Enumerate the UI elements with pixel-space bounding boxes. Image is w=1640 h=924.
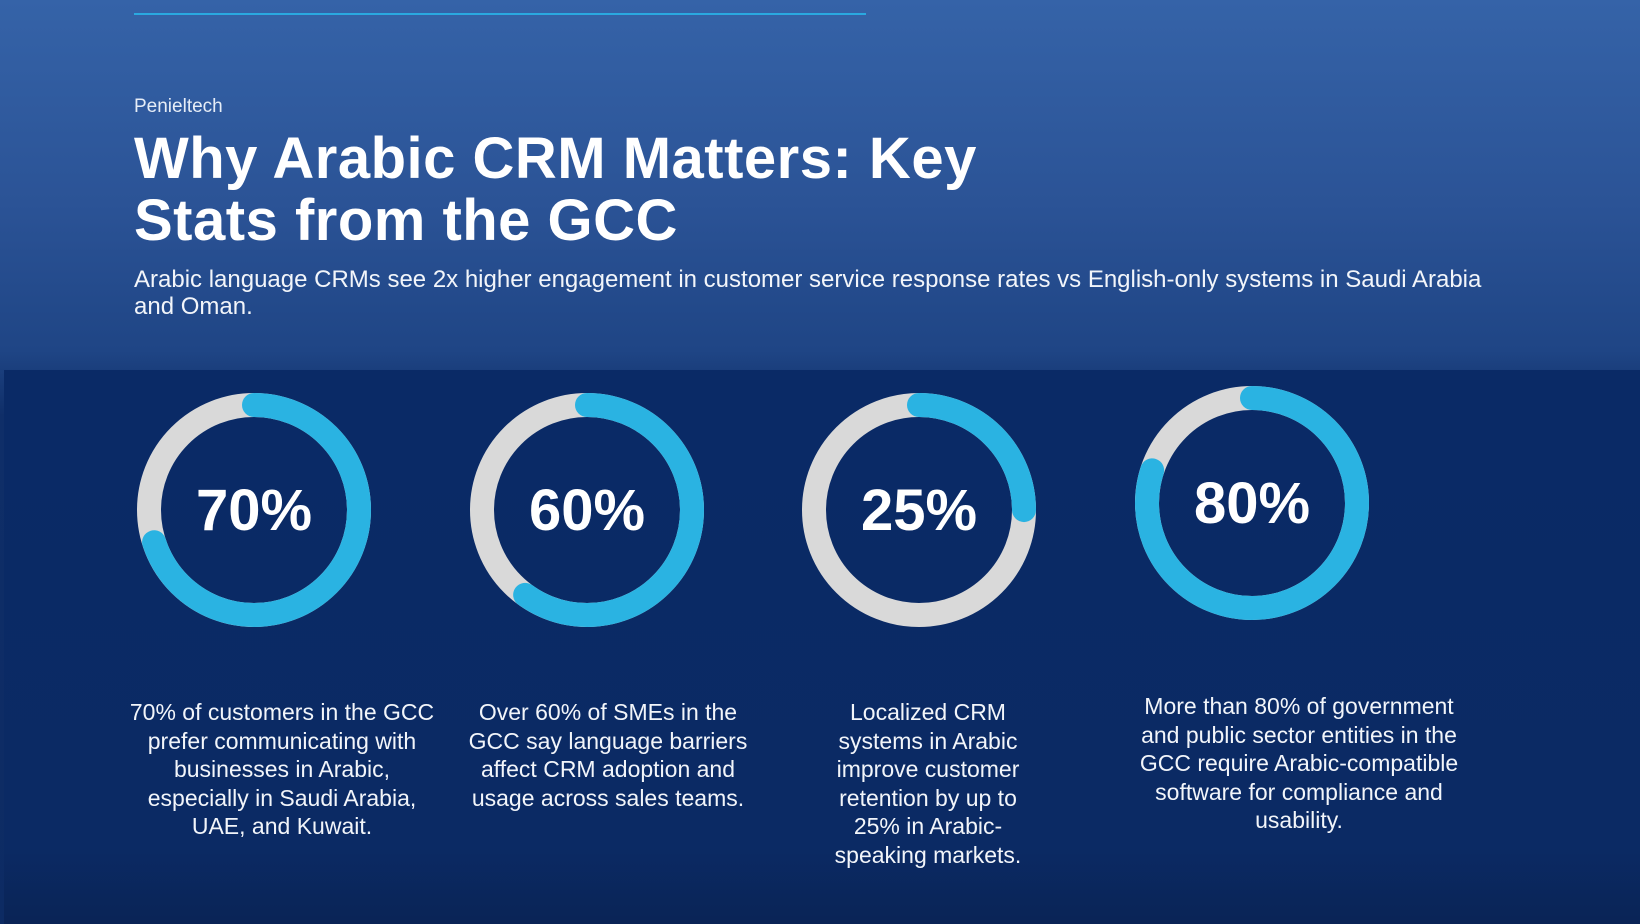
gauge-2: 60% [470,393,704,627]
gauge-1-arc [137,393,371,627]
stat-4-description: More than 80% of government and public s… [1139,693,1459,833]
stat-3-description: Localized CRM systems in Arabic improve … [834,699,1022,868]
gauge-2-arc [470,393,704,627]
gauge-1: 70% [137,393,371,627]
gauge-3-ring [802,393,1036,627]
gauge-1-value: 70% [195,477,313,543]
top-accent-rule [134,13,866,15]
gauge-1-ring [137,393,371,627]
gauge-3: 25% [802,393,1036,627]
gauge-2-value: 60% [528,477,646,543]
stat-2-description: Over 60% of SMEs in the GCC say language… [468,699,748,811]
gauge-4-value: 80% [1193,470,1311,536]
gauge-3-arc [802,393,1036,627]
gauge-4-ring [1135,386,1369,620]
page-title: Why Arabic CRM Matters: Key Stats from t… [134,126,977,253]
stat-1-description: 70% of customers in the GCC prefer commu… [129,699,435,839]
gauge-4: 80% [1135,386,1369,620]
gauge-2-ring [470,393,704,627]
brand-label: Penieltech [134,96,223,117]
gauge-3-value: 25% [860,477,978,543]
page-subtitle: Arabic language CRMs see 2x higher engag… [134,266,1482,320]
gauge-4-arc [1135,386,1369,620]
